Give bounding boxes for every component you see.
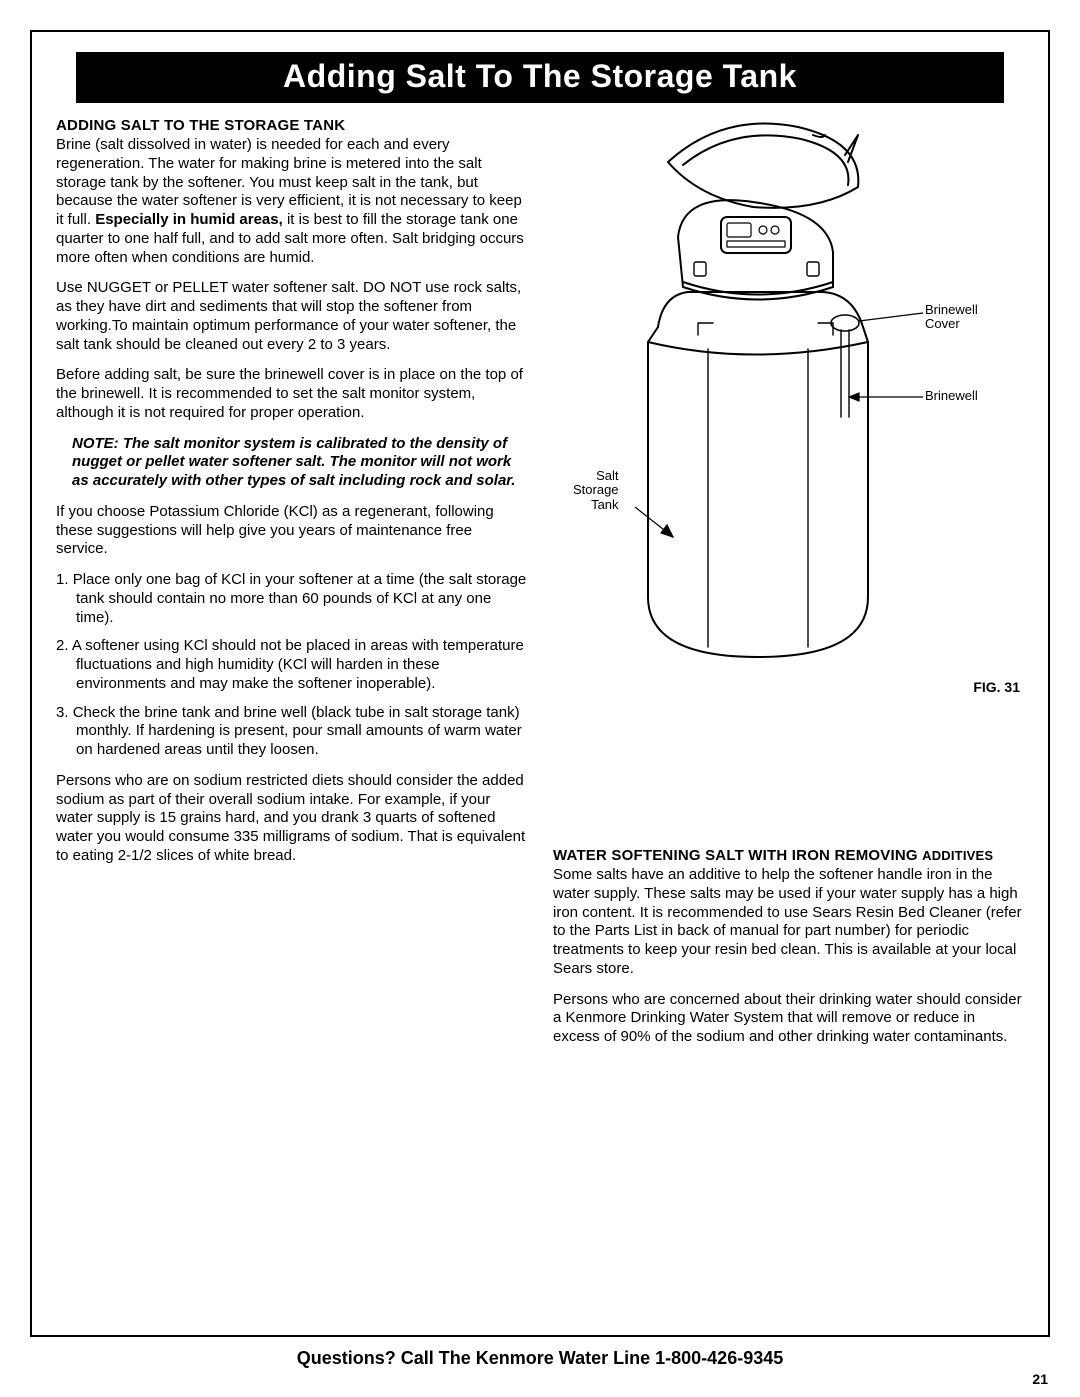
paragraph: Brine (salt dissolved in water) is neede… xyxy=(56,136,527,267)
heading-text-smallcaps: ADDITIVES xyxy=(922,848,993,863)
list-item: A softener using KCl should not be place… xyxy=(56,637,527,693)
figure-31: BrinewellCover Brinewell SaltStorageTank… xyxy=(553,117,1024,697)
two-column-layout: ADDING SALT TO THE STORAGE TANK Brine (s… xyxy=(56,117,1024,1059)
list-item: Check the brine tank and brine well (bla… xyxy=(56,704,527,760)
paragraph: Persons who are on sodium restricted die… xyxy=(56,772,527,866)
figure-label-salt-storage-tank: SaltStorageTank xyxy=(573,469,619,512)
figure-label-brinewell: Brinewell xyxy=(925,389,978,403)
section-heading-iron-additives: WATER SOFTENING SALT WITH IRON REMOVING … xyxy=(553,847,1024,864)
heading-text: WATER SOFTENING SALT WITH IRON REMOVING xyxy=(553,847,922,864)
emphasis: Especially in humid areas, xyxy=(95,211,283,228)
footer-help-line: Questions? Call The Kenmore Water Line 1… xyxy=(0,1348,1080,1369)
figure-caption: FIG. 31 xyxy=(973,679,1020,695)
figure-label-brinewell-cover: BrinewellCover xyxy=(925,303,978,332)
page-frame: Adding Salt To The Storage Tank ADDING S… xyxy=(30,30,1050,1337)
paragraph: Some salts have an additive to help the … xyxy=(553,866,1024,979)
section-heading-adding-salt: ADDING SALT TO THE STORAGE TANK xyxy=(56,117,527,134)
page-title-banner: Adding Salt To The Storage Tank xyxy=(76,52,1004,103)
left-column: ADDING SALT TO THE STORAGE TANK Brine (s… xyxy=(56,117,527,1059)
right-column: BrinewellCover Brinewell SaltStorageTank… xyxy=(553,117,1024,1059)
paragraph: If you choose Potassium Chloride (KCl) a… xyxy=(56,503,527,559)
list-item: Place only one bag of KCl in your soften… xyxy=(56,571,527,627)
note-paragraph: NOTE: The salt monitor system is calibra… xyxy=(56,435,527,491)
paragraph: Use NUGGET or PELLET water softener salt… xyxy=(56,279,527,354)
numbered-list: Place only one bag of KCl in your soften… xyxy=(56,571,527,760)
page-number: 21 xyxy=(1032,1371,1048,1387)
paragraph: Before adding salt, be sure the brinewel… xyxy=(56,366,527,422)
paragraph: Persons who are concerned about their dr… xyxy=(553,991,1024,1047)
